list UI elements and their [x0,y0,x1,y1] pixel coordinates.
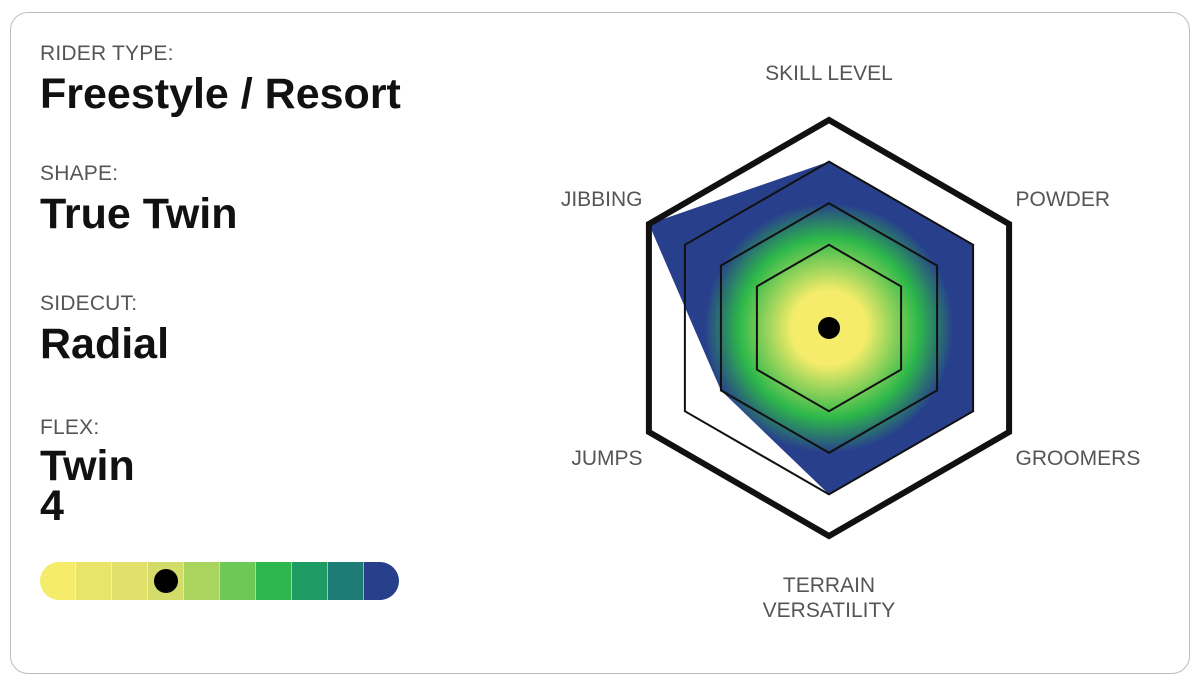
sidecut-label: SIDECUT: [40,292,138,315]
radar-axis-label: JUMPS [571,447,642,470]
radar-axis-label: SKILL LEVEL [765,62,893,85]
radar-chart: SKILL LEVEL POWDER GROOMERS TERRAIN VERSATIL… [561,62,1141,620]
flex-scale-segment [75,562,111,600]
flex-spec: FLEX: Twin 4 [40,416,135,530]
radar-data-area [648,161,974,495]
radar-center-dot [818,317,840,339]
sidecut-spec: SIDECUT: Radial [40,292,169,366]
flex-scale-bar [40,562,399,600]
radar-outer-ring [645,116,1013,540]
flex-scale-marker [153,569,178,593]
sidecut-value: Radial [40,320,170,368]
radar-axis-label: POWDER [1016,188,1111,211]
shape-spec: SHAPE: True Twin [40,162,238,236]
flex-scale-segment [363,562,399,600]
flex-scale-segment [255,562,291,600]
flex-scale-segment [111,562,147,600]
flex-scale-segment [40,562,75,600]
shape-value: True Twin [40,190,238,238]
radar-grid-ring [683,160,975,496]
rider-type-spec: RIDER TYPE: Freestyle / Resort [40,42,401,116]
radar-axis-label: JIBBING [561,188,643,211]
flex-scale-segment [183,562,219,600]
radar-grid-ring [719,202,939,454]
flex-scale-segment [291,562,327,600]
flex-scale-segment [219,562,255,600]
flex-label: FLEX: [40,416,100,439]
rider-type-label: RIDER TYPE: [40,42,174,65]
radar-axis-label: TERRAIN VERSATILITY [763,574,896,620]
flex-rating: 4 [40,482,64,530]
shape-label: SHAPE: [40,162,119,185]
flex-scale-segment [327,562,363,600]
radar-axis-label: GROOMERS [1016,447,1141,470]
radar-grid-ring [755,243,903,413]
flex-value: Twin [40,442,135,490]
rider-type-value: Freestyle / Resort [40,70,401,118]
